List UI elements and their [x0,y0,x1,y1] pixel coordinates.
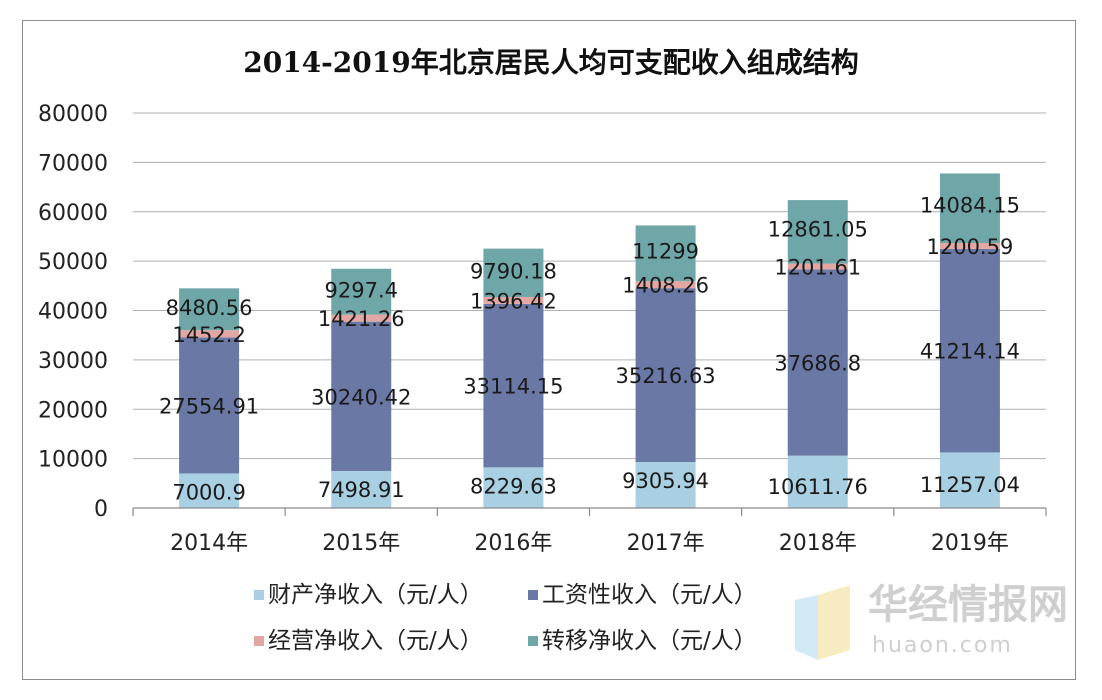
data-labels: 7000.9 27554.91 1452.2 8480.56 7498.91 30240.… [159,194,1020,505]
watermark: 华经情报网 huaon.com [795,582,1068,660]
legend: 财产净收入（元/人） 工资性收入（元/人） 经营净收入（元/人） 转移净收入（元/人） [254,582,757,654]
x-category-label: 2015年 [322,531,400,556]
data-label: 1408.26 [622,274,709,298]
y-tick-label: 30000 [38,349,108,374]
data-label: 9297.4 [325,278,398,302]
bar-segment [939,173,1000,243]
data-label: 37686.8 [774,352,861,376]
data-label: 8480.56 [166,296,253,320]
bar-segment [939,242,1000,249]
bar-segment [179,330,240,338]
chart-title: 2014-2019年北京居民人均可支配收入组成结构 [243,46,858,79]
bar-segment [939,248,1000,453]
bar-segment [635,462,696,508]
legend-swatch [254,590,264,600]
data-label: 11299 [632,240,699,264]
legend-label: 经营净收入（元/人） [268,628,483,654]
data-label: 33114.15 [463,375,563,399]
data-label: 1200.59 [926,235,1013,259]
legend-label: 工资性收入（元/人） [542,582,757,608]
axes: 0 10000 20000 30000 40000 50000 60000 70000 8000… [38,102,1047,556]
y-tick-label: 0 [94,497,108,522]
bar-segment [331,321,392,471]
x-category-label: 2019年 [931,531,1009,556]
data-label: 11257.04 [920,473,1020,497]
bar-segment [483,303,544,468]
bar-segment [635,281,696,289]
legend-swatch [254,636,264,646]
bar-segment [787,200,848,264]
data-label: 9305.94 [622,469,709,493]
legend-swatch [528,636,538,646]
bar-segment [179,473,240,508]
bar-segment [483,248,544,297]
bar-segment [635,288,696,463]
bar-segment [331,314,392,322]
y-tick-label: 80000 [38,102,108,127]
bar-segment [179,288,240,331]
bar-segment [483,296,544,304]
x-category-label: 2014年 [170,531,248,556]
data-label: 1396.42 [470,289,557,313]
data-label: 35216.63 [615,364,715,388]
bar-segment [483,467,544,508]
data-label: 1452.2 [172,323,245,347]
bar-segment [331,470,392,508]
bar-segment [939,452,1000,508]
data-label: 27554.91 [159,394,259,418]
data-label: 14084.15 [920,194,1020,218]
watermark-sub: huaon.com [872,633,1013,658]
y-tick-label: 20000 [38,398,108,423]
legend-swatch [528,590,538,600]
bar-segment [787,269,848,456]
watermark-logo-icon [818,585,850,660]
bar-segment [787,455,848,508]
legend-label: 转移净收入（元/人） [542,628,757,654]
legend-label: 财产净收入（元/人） [268,582,483,608]
bars [179,173,1000,508]
bar-segment [635,225,696,282]
bar-segment [331,268,392,315]
data-label: 10611.76 [768,475,868,499]
gridlines [133,112,1046,460]
bar-segment [787,263,848,270]
data-label: 30240.42 [311,385,411,409]
data-label: 41214.14 [920,340,1020,364]
data-label: 1201.61 [774,256,861,280]
y-tick-label: 40000 [38,300,108,325]
data-label: 9790.18 [470,259,557,283]
x-category-label: 2018年 [779,531,857,556]
data-label: 1421.26 [318,307,405,331]
x-category-label: 2017年 [627,531,705,556]
y-tick-label: 10000 [38,448,108,473]
data-label: 8229.63 [470,474,557,498]
watermark-main: 华经情报网 [868,582,1068,628]
bar-segment [179,337,240,474]
y-tick-label: 50000 [38,250,108,275]
y-tick-label: 60000 [38,201,108,226]
data-label: 12861.05 [768,218,868,242]
x-category-label: 2016年 [474,531,552,556]
watermark-logo-icon-left [795,595,818,660]
data-label: 7498.91 [318,478,405,502]
data-label: 7000.9 [172,480,245,504]
y-tick-label: 70000 [38,151,108,176]
